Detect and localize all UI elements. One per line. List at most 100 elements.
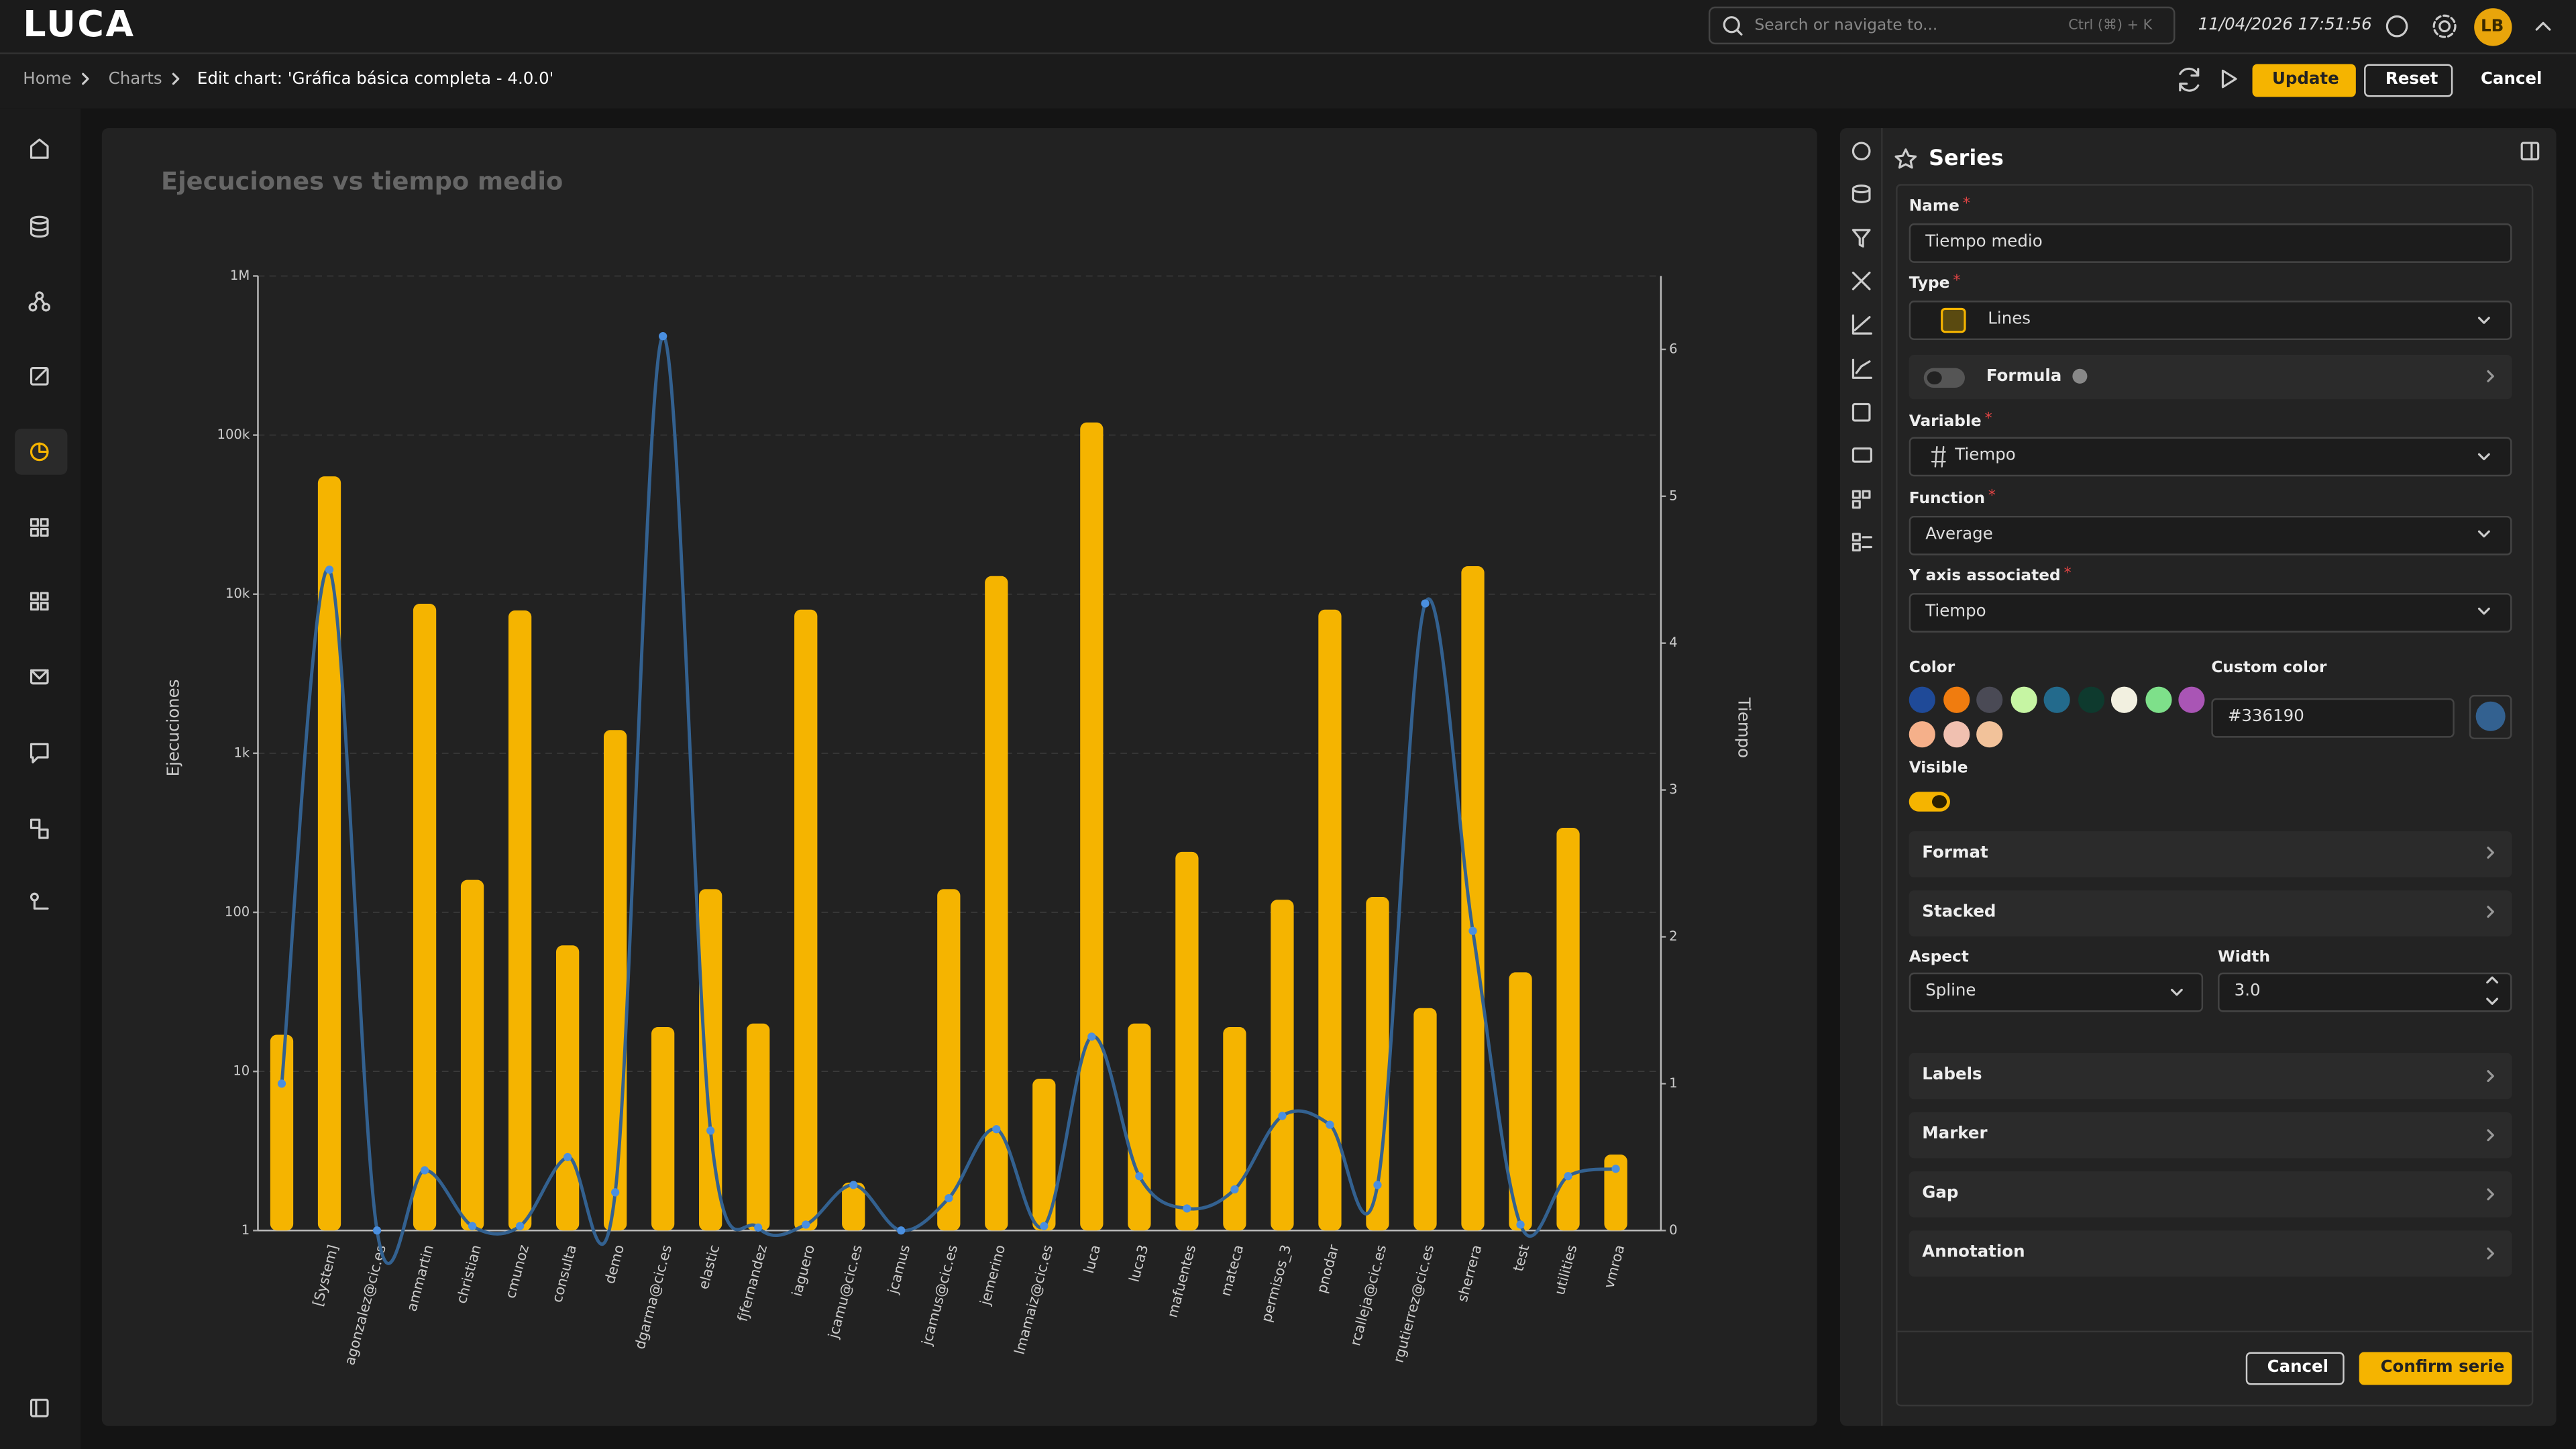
color-swatch[interactable] — [2110, 686, 2138, 713]
reset-button[interactable] — [2364, 64, 2453, 97]
input-value[interactable]: Tiempo — [1925, 602, 1986, 621]
x-tick-label: elastic — [695, 1243, 722, 1291]
input-value[interactable]: Tiempo medio — [1925, 233, 2043, 252]
field-label: Variable — [1909, 413, 1982, 431]
spinner[interactable] — [2486, 976, 2499, 1005]
input[interactable] — [1909, 301, 2512, 340]
section-label[interactable]: Labels — [1922, 1066, 1982, 1085]
section-label[interactable]: Marker — [1922, 1125, 1988, 1144]
input[interactable] — [1909, 972, 2204, 1012]
required-mark: * — [1988, 488, 1996, 506]
panel-tab-icons[interactable] — [1851, 142, 1872, 552]
section-row[interactable] — [1909, 1171, 2512, 1218]
color-swatch[interactable] — [2043, 686, 2070, 713]
color-picker[interactable] — [2469, 694, 2512, 740]
marker — [802, 1220, 810, 1229]
color-swatch[interactable] — [2178, 686, 2205, 713]
toggle-knob[interactable] — [1932, 795, 1947, 808]
input[interactable] — [2211, 698, 2455, 738]
y2-tick-label: 3 — [1669, 782, 1677, 797]
section-row[interactable] — [1909, 1112, 2512, 1159]
collapse-panel-icon[interactable] — [2520, 142, 2540, 161]
section-label[interactable]: Stacked — [1922, 903, 1996, 922]
play-icon[interactable] — [2221, 69, 2237, 89]
field-label: Aspect — [1909, 948, 1969, 967]
toggle-knob[interactable] — [1927, 371, 1942, 385]
color-preview[interactable] — [2475, 701, 2506, 731]
bar — [1175, 851, 1199, 1231]
marker — [564, 1152, 572, 1161]
input-value[interactable]: 3.0 — [2234, 982, 2261, 1001]
input-value[interactable]: Lines — [1988, 310, 2031, 329]
bar — [1080, 422, 1104, 1231]
avatar[interactable] — [2474, 8, 2512, 46]
color-swatch[interactable] — [2077, 686, 2104, 713]
x-tick-label: consulta — [549, 1243, 580, 1304]
input-value[interactable]: #336190 — [2227, 708, 2304, 727]
y-tick-label: 1 — [241, 1222, 250, 1238]
settings-icon[interactable] — [2438, 20, 2451, 33]
input[interactable] — [2218, 972, 2512, 1012]
search-icon — [1736, 29, 1743, 36]
search-shortcut: Ctrl (⌘) + K — [2068, 17, 2153, 34]
marker — [1183, 1204, 1191, 1213]
color-swatch[interactable] — [1942, 686, 1970, 713]
update-label[interactable]: Update — [2271, 70, 2339, 89]
input-value[interactable]: Tiempo — [1955, 447, 2016, 466]
breadcrumb-link[interactable]: Home — [23, 70, 72, 89]
update-button[interactable] — [2252, 64, 2356, 97]
input[interactable] — [1909, 223, 2512, 263]
marker — [1040, 1222, 1049, 1230]
section-row[interactable] — [1909, 1053, 2512, 1099]
color-swatch[interactable] — [2145, 686, 2171, 713]
color-swatch[interactable] — [2010, 686, 2037, 713]
color-swatch[interactable] — [1976, 686, 2003, 713]
cancel-button[interactable] — [2245, 1352, 2345, 1385]
sidebar-icons[interactable] — [15, 138, 68, 1417]
color-swatch[interactable] — [1909, 686, 1935, 713]
y-tick-label: 100 — [225, 904, 250, 920]
info-icon[interactable] — [2072, 368, 2088, 384]
section-row[interactable] — [1909, 890, 2512, 936]
input[interactable] — [1909, 593, 2512, 633]
refresh-icon[interactable] — [2179, 67, 2200, 92]
section-row[interactable] — [1909, 831, 2512, 877]
reset-label[interactable]: Reset — [2385, 70, 2438, 89]
section-label[interactable]: Gap — [1922, 1184, 1959, 1203]
x-tick-label: pnodar — [1313, 1243, 1342, 1295]
settings-icon[interactable] — [2432, 14, 2457, 38]
collapse-icon[interactable] — [2535, 21, 2551, 31]
bar — [747, 1023, 770, 1231]
section-label[interactable]: Annotation — [1922, 1243, 2025, 1262]
color-swatch[interactable] — [1976, 721, 2003, 748]
section-row[interactable] — [1909, 1230, 2512, 1277]
marker — [1326, 1120, 1334, 1129]
input[interactable] — [1909, 437, 2512, 477]
color-swatch[interactable] — [1909, 721, 1935, 748]
search-box[interactable] — [1708, 6, 2176, 45]
search-icon — [1723, 16, 1740, 34]
cancel-label[interactable]: Cancel — [2480, 70, 2542, 89]
x-tick-label: sherrera — [1454, 1243, 1485, 1303]
input-value[interactable]: Average — [1925, 525, 1993, 544]
formula-row[interactable] — [1909, 354, 2512, 400]
cancel-label[interactable]: Cancel — [2267, 1358, 2329, 1377]
input[interactable] — [1909, 515, 2512, 555]
section-label[interactable]: Format — [1922, 844, 1988, 863]
x-tick-label: [System] — [310, 1243, 341, 1308]
breadcrumb-current: Edit chart: 'Gráfica básica completa - 4… — [197, 70, 554, 89]
confirm-label[interactable]: Confirm serie — [2380, 1358, 2505, 1377]
bar — [699, 889, 722, 1231]
x-tick-label: cmunoz — [502, 1243, 532, 1300]
input-value[interactable]: Spline — [1925, 982, 1976, 1001]
confirm-button[interactable] — [2359, 1352, 2512, 1385]
support-icon[interactable] — [2385, 15, 2408, 38]
marker — [1611, 1165, 1620, 1173]
breadcrumb-link[interactable]: Charts — [108, 70, 162, 89]
marker — [897, 1226, 906, 1235]
marker — [945, 1194, 953, 1203]
color-swatch[interactable] — [1942, 721, 1970, 748]
favorite-icon[interactable] — [1894, 148, 1917, 169]
